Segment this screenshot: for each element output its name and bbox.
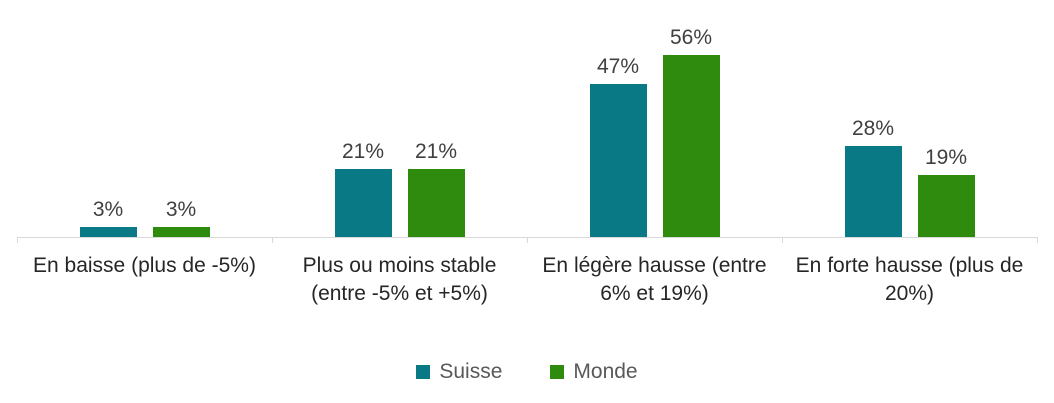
bar-column-monde: 56% — [662, 26, 720, 237]
category-label: En forte hausse (plus de 20%) — [795, 254, 1024, 306]
bar-monde — [662, 55, 720, 237]
bar-value-label: 3% — [165, 198, 197, 221]
bar-suisse — [334, 169, 392, 237]
x-axis-tick — [527, 237, 528, 243]
legend-label: Monde — [573, 360, 638, 383]
category-label: En légère hausse (entre 6% et 19%) — [542, 254, 767, 306]
bar-monde — [152, 227, 210, 237]
bar-column-monde: 21% — [407, 140, 465, 237]
bar-column-suisse: 21% — [334, 140, 392, 237]
x-axis-tick — [782, 237, 783, 243]
bar-value-label: 19% — [924, 146, 968, 169]
category-label: En baisse (plus de -5%) — [33, 254, 256, 277]
category-label: Plus ou moins stable (entre -5% et +5%) — [302, 254, 497, 306]
bar-suisse — [844, 146, 902, 237]
bar-column-monde: 19% — [917, 146, 975, 237]
x-axis-tick — [272, 237, 273, 243]
x-axis-category-labels: En baisse (plus de -5%) Plus ou moins sta… — [17, 252, 1037, 309]
bar-monde — [917, 175, 975, 237]
x-axis-tick — [17, 237, 18, 243]
bar-column-suisse: 28% — [844, 117, 902, 237]
category-group: 47% 56% — [527, 0, 782, 237]
bar-suisse — [79, 227, 137, 237]
bar-monde — [407, 169, 465, 237]
legend: Suisse Monde — [0, 360, 1054, 384]
category-group: 28% 19% — [782, 0, 1037, 237]
bar-value-label: 28% — [851, 117, 895, 140]
bar-value-label: 3% — [92, 198, 124, 221]
legend-swatch-icon — [550, 365, 565, 379]
legend-item-suisse: Suisse — [416, 360, 502, 384]
bar-column-suisse: 3% — [79, 198, 137, 237]
bar-value-label: 47% — [596, 55, 640, 78]
plot-area: 3% 3% 21% 21% 47% 56% 28% 19% — [17, 0, 1037, 237]
legend-swatch-icon — [416, 365, 431, 379]
bar-value-label: 56% — [669, 26, 713, 49]
x-axis-tick — [1037, 237, 1038, 243]
bar-value-label: 21% — [414, 140, 458, 163]
bar-column-monde: 3% — [152, 198, 210, 237]
bar-value-label: 21% — [341, 140, 385, 163]
legend-label: Suisse — [439, 360, 503, 383]
bar-column-suisse: 47% — [589, 55, 647, 237]
category-group: 3% 3% — [17, 0, 272, 237]
bar-suisse — [589, 84, 647, 237]
legend-item-monde: Monde — [550, 360, 638, 384]
category-group: 21% 21% — [272, 0, 527, 237]
